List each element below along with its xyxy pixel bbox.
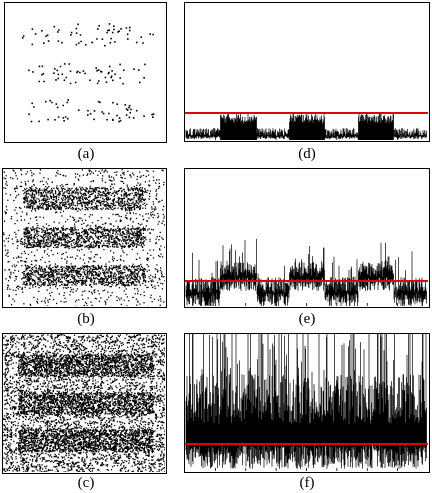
panel-b-dots xyxy=(3,169,165,306)
caption-a: (a) xyxy=(77,146,95,162)
caption-d: (d) xyxy=(298,146,316,162)
panel-e-signal xyxy=(184,168,430,308)
caption-e: (e) xyxy=(298,311,316,327)
caption-b: (b) xyxy=(77,311,95,327)
panel-d-signal xyxy=(184,2,430,142)
signal-trace xyxy=(185,334,427,469)
dot-cloud xyxy=(3,169,165,306)
panel-d-trace xyxy=(185,112,428,140)
panel-a-image xyxy=(4,2,167,143)
dot-cloud xyxy=(21,23,155,123)
signal-trace xyxy=(185,113,427,140)
panel-b-image xyxy=(2,168,167,308)
panel-c-dots xyxy=(3,334,165,472)
panel-a-dots xyxy=(21,23,155,123)
panel-f-trace xyxy=(185,334,428,471)
panel-c-image xyxy=(2,333,167,474)
caption-c: (c) xyxy=(77,475,95,491)
dot-cloud xyxy=(3,334,165,472)
panel-e-trace xyxy=(185,238,428,306)
caption-f: (f) xyxy=(299,475,315,491)
signal-trace xyxy=(185,238,427,306)
panel-f-signal xyxy=(184,333,430,473)
